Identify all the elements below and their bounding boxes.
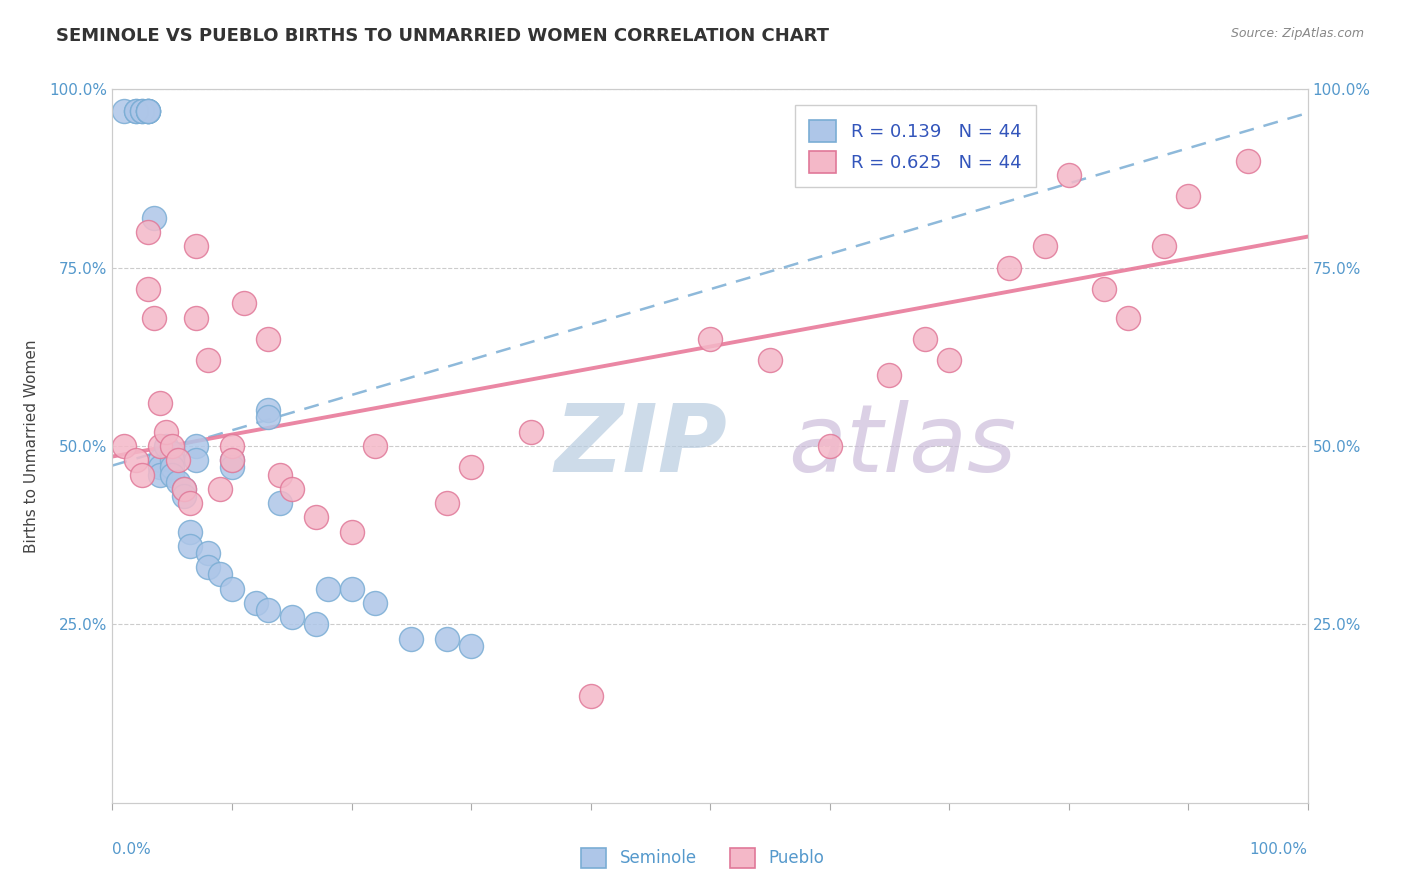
Point — [1237, 153, 1260, 168]
Point — [938, 353, 960, 368]
Y-axis label: Births to Unmarried Women: Births to Unmarried Women — [24, 339, 38, 553]
Point — [197, 546, 219, 560]
Point — [138, 103, 160, 118]
Point — [179, 496, 201, 510]
Point — [138, 282, 160, 296]
Point — [149, 396, 172, 410]
Point — [1094, 282, 1116, 296]
Point — [340, 582, 363, 596]
Point — [879, 368, 901, 382]
Point — [155, 425, 177, 439]
Point — [436, 632, 458, 646]
Point — [1153, 239, 1175, 253]
Point — [173, 482, 195, 496]
Point — [699, 332, 721, 346]
Point — [1118, 310, 1140, 325]
Point — [197, 560, 219, 574]
Point — [197, 353, 219, 368]
Point — [149, 453, 172, 467]
Point — [114, 103, 135, 118]
Point — [162, 467, 183, 482]
Point — [221, 453, 243, 467]
Point — [579, 689, 602, 703]
Point — [281, 610, 304, 624]
Point — [143, 310, 166, 325]
Point — [257, 332, 280, 346]
Point — [269, 496, 291, 510]
Point — [138, 103, 160, 118]
Point — [149, 460, 172, 475]
Point — [436, 496, 458, 510]
Point — [257, 603, 280, 617]
Text: Source: ZipAtlas.com: Source: ZipAtlas.com — [1230, 27, 1364, 40]
Point — [460, 460, 482, 475]
Point — [125, 103, 148, 118]
Point — [162, 460, 183, 475]
Point — [186, 439, 208, 453]
Point — [1177, 189, 1199, 203]
Point — [759, 353, 782, 368]
Text: ZIP: ZIP — [554, 400, 727, 492]
Point — [173, 489, 195, 503]
Text: 100.0%: 100.0% — [1250, 842, 1308, 857]
Point — [221, 582, 243, 596]
Point — [209, 567, 232, 582]
Point — [998, 260, 1021, 275]
Point — [233, 296, 256, 310]
Legend: Seminole, Pueblo: Seminole, Pueblo — [575, 841, 831, 875]
Point — [162, 446, 183, 460]
Point — [149, 439, 172, 453]
Point — [179, 524, 201, 539]
Point — [305, 510, 328, 524]
Point — [125, 453, 148, 467]
Point — [167, 475, 190, 489]
Point — [162, 439, 183, 453]
Point — [155, 439, 177, 453]
Point — [340, 524, 363, 539]
Point — [138, 103, 160, 118]
Point — [131, 103, 153, 118]
Point — [186, 239, 208, 253]
Point — [131, 467, 153, 482]
Point — [131, 103, 153, 118]
Point — [364, 439, 387, 453]
Point — [364, 596, 387, 610]
Point — [125, 103, 148, 118]
Point — [179, 539, 201, 553]
Point — [114, 439, 135, 453]
Text: atlas: atlas — [787, 401, 1017, 491]
Point — [520, 425, 543, 439]
Point — [914, 332, 936, 346]
Point — [1033, 239, 1056, 253]
Point — [221, 439, 243, 453]
Point — [257, 410, 280, 425]
Point — [221, 453, 243, 467]
Point — [245, 596, 267, 610]
Point — [138, 103, 160, 118]
Text: SEMINOLE VS PUEBLO BIRTHS TO UNMARRIED WOMEN CORRELATION CHART: SEMINOLE VS PUEBLO BIRTHS TO UNMARRIED W… — [56, 27, 830, 45]
Point — [460, 639, 482, 653]
Point — [186, 310, 208, 325]
Point — [186, 453, 208, 467]
Legend: R = 0.139   N = 44, R = 0.625   N = 44: R = 0.139 N = 44, R = 0.625 N = 44 — [794, 105, 1036, 187]
Point — [209, 482, 232, 496]
Point — [138, 225, 160, 239]
Text: 0.0%: 0.0% — [112, 842, 152, 857]
Point — [1057, 168, 1080, 182]
Point — [221, 460, 243, 475]
Point — [818, 439, 841, 453]
Point — [401, 632, 423, 646]
Point — [281, 482, 304, 496]
Point — [305, 617, 328, 632]
Point — [149, 467, 172, 482]
Point — [167, 453, 190, 467]
Point — [173, 482, 195, 496]
Point — [143, 211, 166, 225]
Point — [162, 453, 183, 467]
Point — [316, 582, 339, 596]
Point — [269, 467, 291, 482]
Point — [257, 403, 280, 417]
